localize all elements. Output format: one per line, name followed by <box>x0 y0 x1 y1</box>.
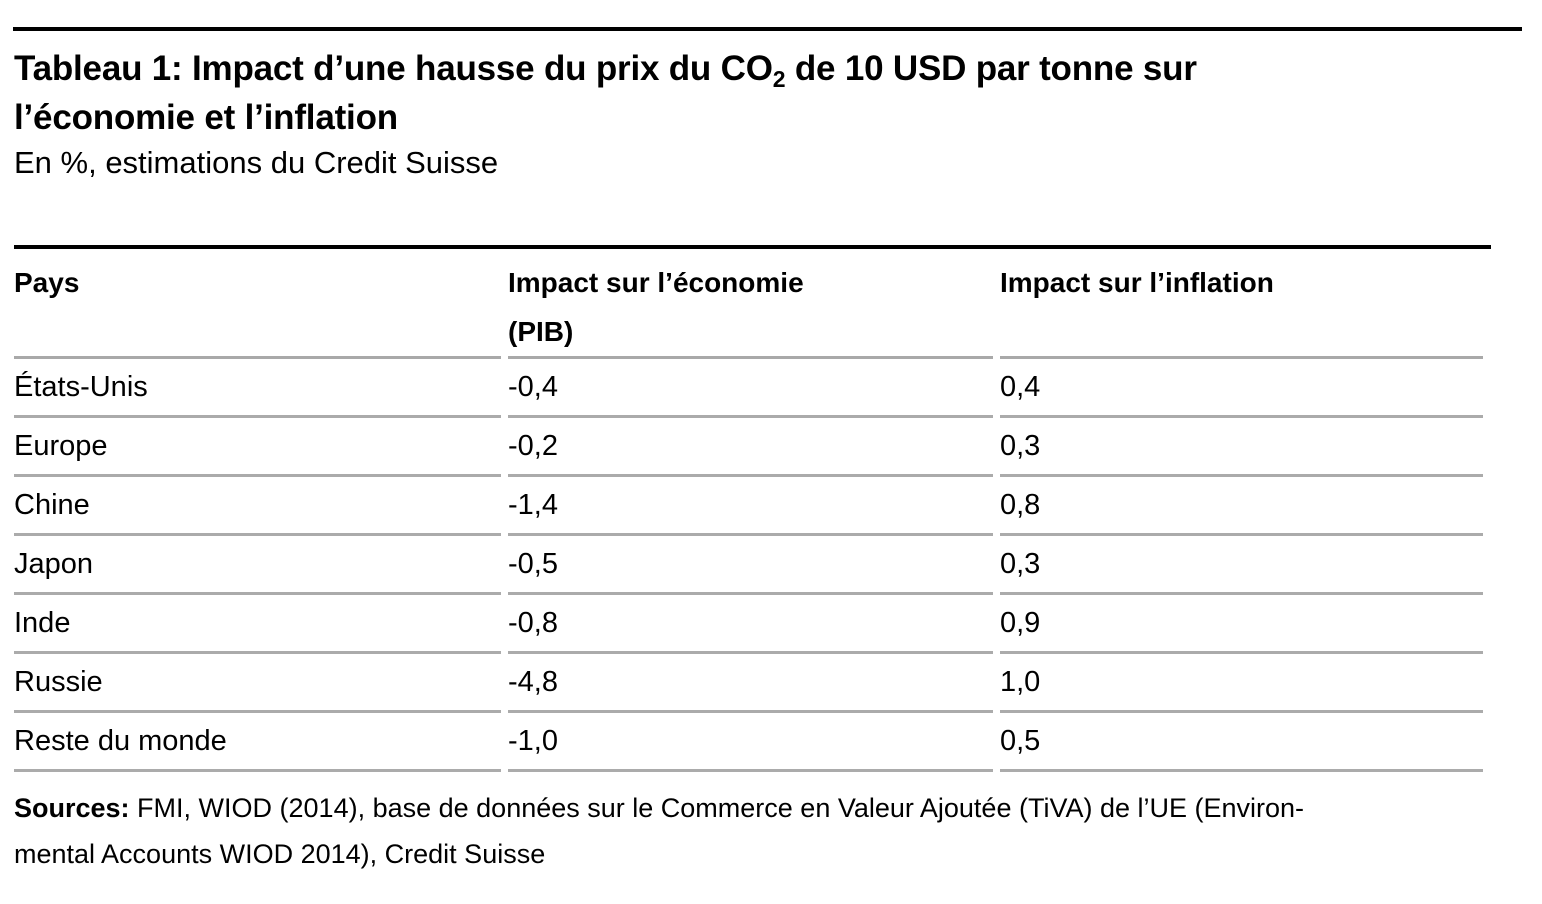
cell-pays: Japon <box>14 536 501 595</box>
cell-inflation: 0,9 <box>1000 595 1483 654</box>
column-header-pays: Pays <box>14 249 501 359</box>
table-row: Russie -4,8 1,0 <box>14 654 1483 713</box>
sources-note: Sources: FMI, WIOD (2014), base de donné… <box>14 785 1494 877</box>
cell-economie: -1,0 <box>508 713 993 772</box>
cell-pays: Reste du monde <box>14 713 501 772</box>
column-header-economie-line2: (PIB) <box>508 316 574 347</box>
table-title: Tableau 1: Impact d’une hausse du prix d… <box>14 44 1197 142</box>
cell-pays: Russie <box>14 654 501 713</box>
cell-pays: Europe <box>14 418 501 477</box>
cell-economie: -4,8 <box>508 654 993 713</box>
table-row: Reste du monde -1,0 0,5 <box>14 713 1483 772</box>
cell-economie: -0,5 <box>508 536 993 595</box>
table-subtitle: En %, estimations du Credit Suisse <box>14 145 499 180</box>
table-row: Europe -0,2 0,3 <box>14 418 1483 477</box>
cell-inflation: 0,8 <box>1000 477 1483 536</box>
cell-economie: -0,4 <box>508 359 993 418</box>
sources-label: Sources: <box>14 793 130 823</box>
cell-inflation: 0,3 <box>1000 418 1483 477</box>
sources-line1: Sources: FMI, WIOD (2014), base de donné… <box>14 785 1494 831</box>
cell-inflation: 0,3 <box>1000 536 1483 595</box>
table-body: États-Unis -0,4 0,4 Europe -0,2 0,3 Chin… <box>14 359 1483 772</box>
co2-subscript: 2 <box>772 66 786 92</box>
data-table-container: Pays Impact sur l’économie (PIB) Impact s… <box>14 245 1491 772</box>
column-header-economie-line1: Impact sur l’économie <box>508 267 804 298</box>
table-title-line2: l’économie et l’inflation <box>14 98 398 137</box>
table-header: Pays Impact sur l’économie (PIB) Impact s… <box>14 249 1483 359</box>
sources-line1-text: FMI, WIOD (2014), base de données sur le… <box>129 793 1305 823</box>
sources-line2: mental Accounts WIOD 2014), Credit Suiss… <box>14 839 546 869</box>
cell-economie: -0,2 <box>508 418 993 477</box>
title-text-pre-subscript: Tableau 1: Impact d’une hausse du prix d… <box>14 49 773 88</box>
table-row: Inde -0,8 0,9 <box>14 595 1483 654</box>
table-header-row: Pays Impact sur l’économie (PIB) Impact s… <box>14 249 1483 359</box>
cell-inflation: 0,4 <box>1000 359 1483 418</box>
impact-table: Pays Impact sur l’économie (PIB) Impact s… <box>7 249 1490 772</box>
cell-economie: -0,8 <box>508 595 993 654</box>
column-header-inflation: Impact sur l’inflation <box>1000 249 1483 359</box>
cell-pays: États-Unis <box>14 359 501 418</box>
cell-pays: Inde <box>14 595 501 654</box>
table-row: États-Unis -0,4 0,4 <box>14 359 1483 418</box>
cell-pays: Chine <box>14 477 501 536</box>
cell-economie: -1,4 <box>508 477 993 536</box>
top-rule-divider <box>13 27 1522 31</box>
cell-inflation: 0,5 <box>1000 713 1483 772</box>
table-row: Chine -1,4 0,8 <box>14 477 1483 536</box>
column-header-economie: Impact sur l’économie (PIB) <box>508 249 993 359</box>
table-title-line1: Tableau 1: Impact d’une hausse du prix d… <box>14 44 1197 93</box>
cell-inflation: 1,0 <box>1000 654 1483 713</box>
title-text-post-subscript: de 10 USD par tonne sur <box>785 49 1197 88</box>
table-row: Japon -0,5 0,3 <box>14 536 1483 595</box>
